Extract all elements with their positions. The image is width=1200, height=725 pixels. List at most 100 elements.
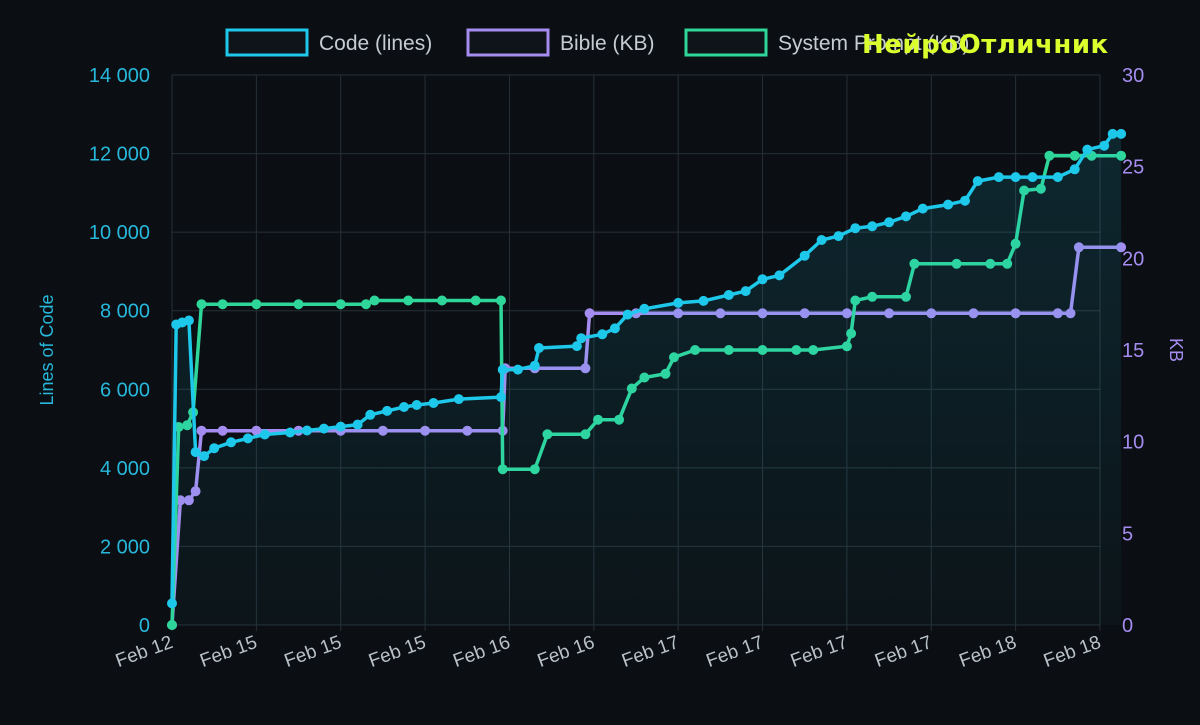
data-point (190, 447, 201, 458)
data-point (833, 231, 844, 242)
data-point (361, 299, 371, 310)
data-point (774, 270, 785, 281)
data-point (816, 235, 827, 245)
right-axis: 0 5 10 15 20 25 30 KB (1122, 65, 1186, 637)
x-axis: Feb 12 Feb 15 Feb 15 Feb 15 Feb 16 Feb 16 Feb … (113, 632, 1104, 672)
data-point (1082, 144, 1093, 155)
data-point (437, 295, 447, 306)
data-point (698, 295, 709, 306)
data-point (251, 425, 262, 436)
data-point (226, 437, 237, 448)
data-point (259, 429, 270, 440)
data-point (960, 195, 970, 206)
data-point (673, 297, 684, 308)
data-point (453, 394, 464, 405)
x-axis-tick-label: Feb 12 (113, 632, 176, 672)
data-point (917, 203, 928, 214)
right-axis-tick-label: 30 (1122, 65, 1144, 87)
data-point (209, 443, 220, 454)
left-axis-tick-label: 6 000 (100, 379, 150, 401)
data-point (1052, 172, 1063, 183)
data-point (534, 343, 544, 353)
data-point (199, 451, 210, 462)
left-axis-tick-label: 14 000 (89, 65, 150, 87)
legend-item: Code (lines) (225, 28, 432, 57)
data-point (901, 211, 911, 222)
left-axis-tick-label: 10 000 (89, 222, 150, 244)
right-axis-tick-label: 15 (1122, 340, 1144, 362)
data-point (757, 274, 768, 285)
data-point (571, 341, 582, 352)
x-axis-tick-label: Feb 16 (450, 632, 513, 672)
data-point (529, 360, 540, 371)
right-axis-tick-label: 5 (1122, 523, 1133, 545)
data-point (365, 409, 376, 420)
data-point (1116, 128, 1127, 139)
watermark-logo: НейроОтличник (862, 30, 1109, 60)
data-point (1044, 150, 1055, 161)
data-point (799, 250, 810, 261)
left-axis-tick-label: 4 000 (100, 458, 150, 480)
data-point (1069, 150, 1080, 161)
right-axis-tick-label: 25 (1122, 157, 1144, 179)
data-point (285, 427, 296, 438)
data-point (850, 223, 861, 234)
data-point (369, 295, 380, 306)
data-point (639, 303, 650, 314)
legend-swatch (225, 28, 309, 57)
data-point (382, 405, 393, 416)
data-point (723, 290, 734, 300)
legend: Code (lines) Bible (KB) System Prompt (KB) (225, 28, 969, 57)
x-axis-tick-label: Feb 15 (366, 632, 429, 672)
data-point (167, 598, 177, 609)
data-point (335, 299, 346, 310)
data-point (576, 333, 587, 344)
data-point (403, 295, 414, 306)
x-axis-tick-label: Feb 17 (703, 632, 766, 672)
data-point (318, 423, 329, 434)
right-axis-tick-label: 10 (1122, 432, 1144, 454)
data-point (597, 329, 608, 340)
right-axis-tick-label: 0 (1122, 615, 1133, 637)
x-axis-tick-label: Feb 18 (957, 632, 1020, 672)
data-point (972, 176, 983, 187)
legend-label: Code (lines) (319, 32, 432, 55)
left-axis-tick-label: 0 (139, 615, 150, 637)
code-area-fill (172, 133, 1122, 625)
data-point (242, 433, 253, 444)
data-point (196, 299, 207, 310)
data-point (884, 217, 895, 228)
data-point (217, 299, 228, 310)
data-point (943, 199, 954, 210)
x-axis-tick-label: Feb 17 (619, 632, 682, 672)
legend-swatch (466, 28, 550, 57)
legend-label: System Prompt (KB) (778, 32, 969, 55)
data-point (302, 425, 312, 436)
data-point (411, 400, 422, 410)
data-point (867, 221, 878, 232)
data-point (1010, 172, 1021, 183)
legend-item: System Prompt (KB) (684, 28, 969, 57)
data-point (512, 364, 523, 375)
data-point (622, 309, 633, 320)
left-axis: 0 2 000 4 000 6 000 8 000 10 000 12 000 14 000 L… (37, 65, 150, 637)
data-point (352, 419, 363, 430)
data-point (470, 295, 481, 306)
legend-item: Bible (KB) (466, 28, 655, 57)
x-axis-tick-label: Feb 15 (282, 632, 345, 672)
x-axis-tick-label: Feb 16 (535, 632, 598, 672)
data-point (1107, 128, 1118, 139)
data-point (293, 299, 304, 310)
right-axis-tick-label: 20 (1122, 248, 1144, 270)
data-point (1099, 140, 1110, 151)
legend-label: Bible (KB) (560, 32, 655, 55)
series-code-lines (167, 128, 1127, 625)
data-point (399, 402, 409, 412)
left-axis-tick-label: 2 000 (100, 536, 150, 558)
data-point (1069, 164, 1080, 175)
data-point (609, 323, 620, 334)
left-axis-tick-label: 12 000 (89, 144, 150, 166)
data-point (496, 392, 506, 403)
data-point (217, 425, 228, 436)
